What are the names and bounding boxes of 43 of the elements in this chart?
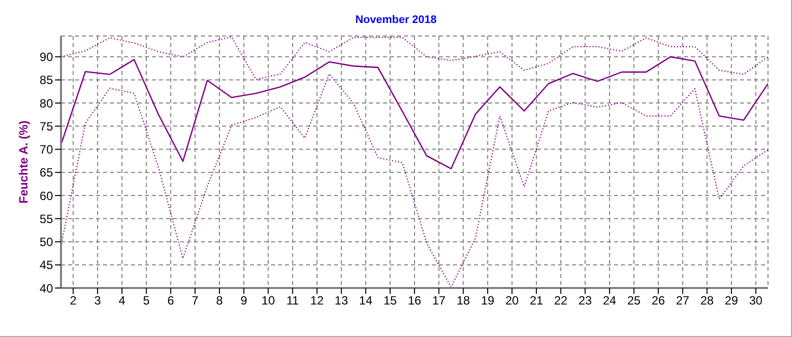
y-tick-label: 40: [40, 281, 54, 296]
x-tick-label: 3: [94, 294, 102, 308]
x-tick-label: 8: [216, 294, 224, 308]
x-tick-label: 21: [530, 294, 544, 308]
x-tick-label: 30: [749, 294, 763, 308]
x-tick-label: 25: [627, 294, 641, 308]
y-axis-title: Feuchte A. (%): [16, 120, 30, 204]
x-tick-label: 18: [456, 294, 470, 308]
x-tick-label: 14: [359, 294, 373, 308]
chart-title: November 2018: [354, 14, 438, 26]
x-tick-label: 27: [676, 294, 690, 308]
y-tick-label: 65: [40, 166, 54, 180]
x-tick-label: 22: [554, 294, 568, 308]
x-tick-label: 23: [578, 294, 592, 308]
y-tick-label: 55: [40, 212, 54, 226]
y-tick-label: 70: [40, 142, 54, 157]
y-tick-label: 85: [40, 73, 54, 88]
x-tick-label: 24: [602, 294, 617, 308]
x-tick-label: 28: [700, 294, 714, 308]
line-series: [61, 56, 768, 170]
x-tick-label: 17: [432, 294, 446, 308]
x-tick-label: 13: [334, 294, 348, 308]
x-tick-label: 15: [383, 294, 398, 308]
x-tick-label: 16: [408, 294, 422, 308]
x-tick-label: 5: [142, 294, 150, 308]
y-tick-label: 75: [40, 119, 54, 134]
y-tick-label: 90: [40, 50, 54, 64]
x-tick-label: 29: [724, 294, 738, 308]
x-tick-label: 10: [262, 294, 276, 308]
y-tick-label: 50: [40, 235, 54, 250]
x-tick-label: 6: [167, 294, 174, 308]
x-tick-label: 4: [118, 294, 126, 308]
x-tick-label: 20: [505, 294, 520, 308]
x-tick-label: 9: [240, 294, 248, 308]
y-tick-label: 80: [40, 96, 54, 110]
x-tick-label: 12: [310, 294, 324, 308]
x-tick-label: 11: [286, 294, 300, 308]
x-tick-label: 2: [70, 294, 77, 308]
y-tick-label: 60: [40, 188, 54, 203]
x-tick-label: 19: [480, 294, 495, 308]
y-tick-label: 45: [40, 258, 54, 272]
x-tick-label: 26: [652, 294, 666, 308]
x-tick-label: 7: [192, 294, 199, 308]
